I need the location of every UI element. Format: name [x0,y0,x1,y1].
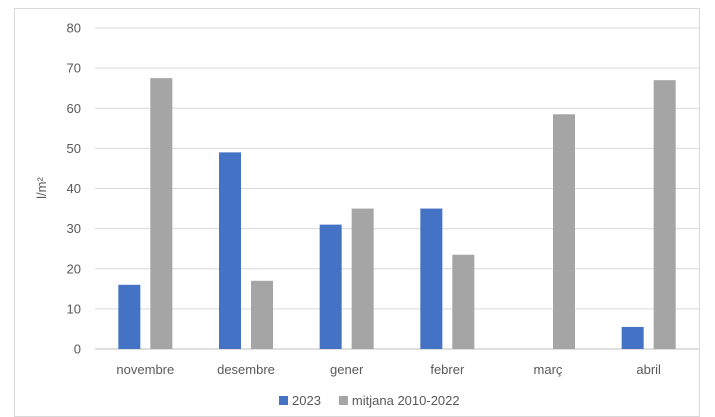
legend-swatch [338,396,348,405]
legend: 2023 mitjana 2010-2022 [279,393,460,408]
bar-2023-desembre [219,152,241,349]
y-tick-label: 20 [67,261,81,276]
bar-mitjana-2010-2022-novembre [150,78,173,349]
y-axis-ticks: 0 10 20 30 40 50 60 70 80 [67,21,81,357]
y-tick-label: 40 [67,181,81,196]
y-tick-label: 10 [67,301,81,316]
y-tick-label: 80 [67,21,81,36]
x-axis-ticks: novembre desembre gener febrer març abril [116,362,661,377]
bar-2023-febrer [420,208,443,349]
y-tick-label: 30 [67,221,81,236]
y-tick-label: 70 [67,61,81,76]
y-axis-label: l/m² [34,177,49,199]
x-tick-label: març [534,362,563,377]
y-tick-label: 60 [67,101,81,116]
legend-swatch [279,396,288,405]
bar-2023-abril [621,326,644,349]
x-tick-label: gener [330,362,364,377]
bar-mitjana-2010-2022-març [553,114,575,349]
y-tick-label: 50 [67,141,81,156]
bar-mitjana-2010-2022-desembre [251,280,273,349]
x-tick-label: desembre [217,362,275,377]
bar-mitjana-2010-2022-gener [351,208,374,349]
bar-mitjana-2010-2022-febrer [452,254,475,349]
x-tick-label: abril [636,362,661,377]
y-tick-label: 0 [74,342,81,357]
bar-2023-novembre [118,284,141,349]
x-tick-label: febrer [430,362,465,377]
legend-label: 2023 [292,393,321,408]
bars [118,78,676,349]
gridlines [95,27,699,350]
bar-2023-gener [319,224,342,349]
legend-label: mitjana 2010-2022 [352,393,460,408]
x-tick-label: novembre [116,362,174,377]
bar-mitjana-2010-2022-abril [653,80,676,349]
